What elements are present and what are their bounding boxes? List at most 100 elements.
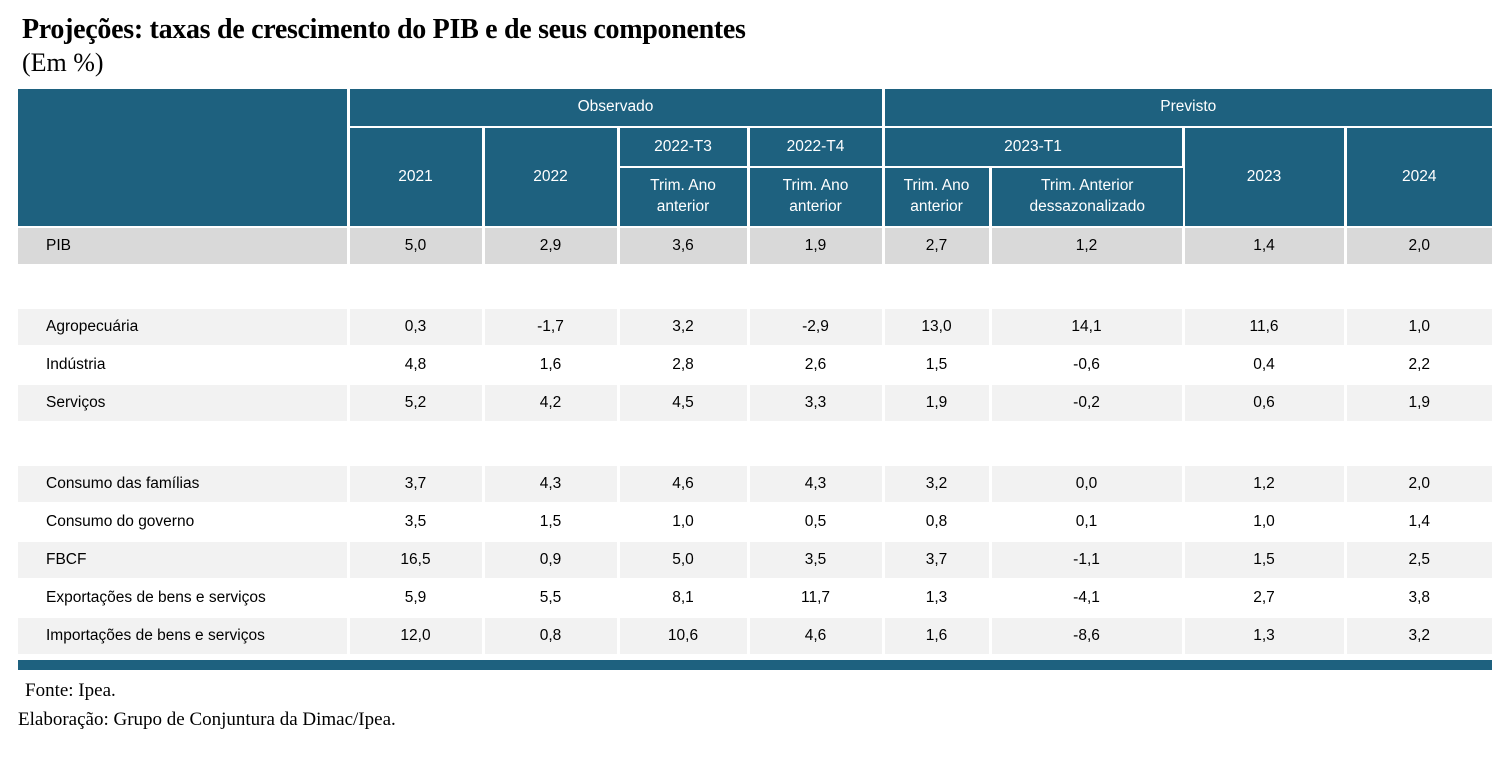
- value-cell: 4,5: [618, 384, 750, 424]
- value-cell: -4,1: [990, 579, 1185, 619]
- value-cell: -2,9: [748, 309, 885, 348]
- row-label: Agropecuária: [18, 309, 350, 348]
- col-header-2023-t1: 2023-T1: [883, 127, 1185, 169]
- row-label: Consumo do governo: [18, 503, 350, 543]
- spacer-cell: [18, 265, 1493, 310]
- value-cell: 16,5: [348, 541, 485, 581]
- value-cell: 2,8: [618, 346, 750, 386]
- sub-header-trim-ano-anterior: Trim. Ano anterior: [883, 167, 992, 229]
- table-row: Consumo das famílias 3,7 4,3 4,6 4,3 3,2 0,0 1,…: [18, 466, 1493, 505]
- col-header-2022-t3: 2022-T3: [618, 127, 750, 169]
- value-cell: 3,3: [748, 384, 885, 424]
- value-cell: 2,7: [883, 227, 992, 267]
- value-cell: 3,2: [883, 466, 992, 505]
- spacer-row: [18, 265, 1493, 310]
- value-cell: 1,3: [1183, 617, 1347, 657]
- footer: Fonte: Ipea. Elaboração: Grupo de Conjun…: [18, 677, 1492, 734]
- value-cell: 3,8: [1345, 579, 1493, 619]
- value-cell: 3,6: [618, 227, 750, 267]
- value-cell: 1,9: [1345, 384, 1493, 424]
- value-cell: 3,2: [618, 309, 750, 348]
- value-cell: 14,1: [990, 309, 1185, 348]
- value-cell: 0,1: [990, 503, 1185, 543]
- value-cell: 0,5: [748, 503, 885, 543]
- col-header-2022-t4: 2022-T4: [748, 127, 885, 169]
- value-cell: 2,5: [1345, 541, 1493, 581]
- projections-table: Observado Previsto 2021 2022 2022-T3 202…: [18, 89, 1493, 657]
- table-row: Indústria 4,8 1,6 2,8 2,6 1,5 -0,6 0,4 2,2: [18, 346, 1493, 386]
- col-header-2024: 2024: [1345, 127, 1493, 229]
- value-cell: -1,7: [483, 309, 620, 348]
- value-cell: 1,5: [483, 503, 620, 543]
- value-cell: 1,9: [748, 227, 885, 267]
- value-cell: 3,2: [1345, 617, 1493, 657]
- value-cell: 4,3: [748, 466, 885, 505]
- value-cell: 1,6: [883, 617, 992, 657]
- value-cell: 2,2: [1345, 346, 1493, 386]
- row-label: Exportações de bens e serviços: [18, 579, 350, 619]
- value-cell: 1,0: [1183, 503, 1347, 543]
- group-header-observado: Observado: [348, 89, 885, 129]
- table-row: Serviços 5,2 4,2 4,5 3,3 1,9 -0,2 0,6 1,9: [18, 384, 1493, 424]
- value-cell: 12,0: [348, 617, 485, 657]
- value-cell: 1,5: [883, 346, 992, 386]
- value-cell: 1,4: [1183, 227, 1347, 267]
- row-label: Consumo das famílias: [18, 466, 350, 505]
- table-row: Exportações de bens e serviços 5,9 5,5 8,1 1…: [18, 579, 1493, 619]
- spacer-cell: [18, 422, 1493, 467]
- value-cell: 4,6: [748, 617, 885, 657]
- value-cell: 8,1: [618, 579, 750, 619]
- table-row: Consumo do governo 3,5 1,5 1,0 0,5 0,8 0,1 1,0 1…: [18, 503, 1493, 543]
- col-header-2021: 2021: [348, 127, 485, 229]
- page-subtitle: (Em %): [22, 48, 104, 78]
- value-cell: 2,7: [1183, 579, 1347, 619]
- table-body: PIB 5,0 2,9 3,6 1,9 2,7 1,2 1,4 2,0 Agropecuária 0…: [18, 227, 1493, 657]
- value-cell: 1,9: [883, 384, 992, 424]
- table-row: PIB 5,0 2,9 3,6 1,9 2,7 1,2 1,4 2,0: [18, 227, 1493, 267]
- sub-header-trim-ano-anterior: Trim. Ano anterior: [748, 167, 885, 229]
- table-header: Observado Previsto 2021 2022 2022-T3 202…: [18, 89, 1493, 229]
- source-note: Fonte: Ipea.: [25, 680, 116, 702]
- col-header-2022: 2022: [483, 127, 620, 229]
- row-label: Indústria: [18, 346, 350, 386]
- value-cell: -0,6: [990, 346, 1185, 386]
- value-cell: -1,1: [990, 541, 1185, 581]
- value-cell: 1,0: [618, 503, 750, 543]
- page: Projeções: taxas de crescimento do PIB e…: [18, 14, 1493, 734]
- table-row: Importações de bens e serviços 12,0 0,8 10,…: [18, 617, 1493, 657]
- value-cell: 4,3: [483, 466, 620, 505]
- value-cell: 1,3: [883, 579, 992, 619]
- value-cell: -0,2: [990, 384, 1185, 424]
- value-cell: 2,0: [1345, 466, 1493, 505]
- value-cell: 13,0: [883, 309, 992, 348]
- value-cell: 1,0: [1345, 309, 1493, 348]
- value-cell: 0,0: [990, 466, 1185, 505]
- value-cell: 5,9: [348, 579, 485, 619]
- value-cell: -8,6: [990, 617, 1185, 657]
- page-title: Projeções: taxas de crescimento do PIB e…: [22, 14, 746, 45]
- sub-header-trim-anterior-dessazonalizado: Trim. Anterior dessazonalizado: [990, 167, 1184, 229]
- value-cell: 2,6: [748, 346, 885, 386]
- value-cell: 1,4: [1345, 503, 1493, 543]
- value-cell: 11,7: [748, 579, 885, 619]
- col-header-2023: 2023: [1183, 127, 1347, 229]
- value-cell: 4,2: [483, 384, 620, 424]
- table-row: Agropecuária 0,3 -1,7 3,2 -2,9 13,0 14,1 11,6 1,…: [18, 309, 1493, 348]
- value-cell: 1,2: [990, 227, 1185, 267]
- value-cell: 0,6: [1183, 384, 1347, 424]
- value-cell: 0,4: [1183, 346, 1347, 386]
- value-cell: 0,3: [348, 309, 485, 348]
- value-cell: 5,0: [348, 227, 485, 267]
- bottom-rule: [18, 660, 1492, 671]
- value-cell: 3,5: [748, 541, 885, 581]
- corner-cell: [18, 89, 350, 229]
- value-cell: 1,5: [1183, 541, 1347, 581]
- value-cell: 5,2: [348, 384, 485, 424]
- spacer-row: [18, 422, 1493, 467]
- value-cell: 4,6: [618, 466, 750, 505]
- elaboration-note: Elaboração: Grupo de Conjuntura da Dimac…: [18, 708, 396, 730]
- row-label: FBCF: [18, 541, 350, 581]
- value-cell: 1,6: [483, 346, 620, 386]
- value-cell: 5,5: [483, 579, 620, 619]
- value-cell: 0,9: [483, 541, 620, 581]
